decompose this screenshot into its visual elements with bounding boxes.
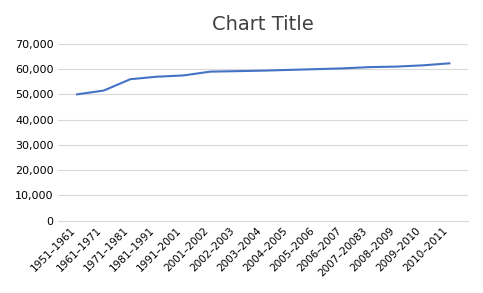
Title: Chart Title: Chart Title xyxy=(213,15,314,34)
